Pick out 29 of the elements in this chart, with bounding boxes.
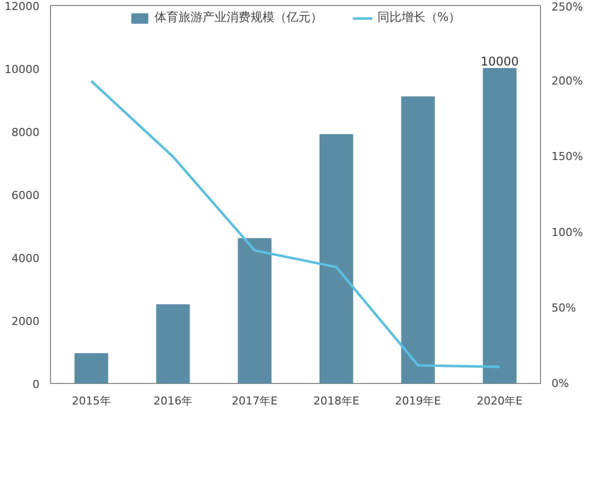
x-tick-label: 2016年 [154,394,193,408]
bar [401,96,435,384]
line-series [90,80,501,368]
bar [238,238,272,384]
x-tick-label: 2018年E [313,394,360,408]
bar [74,353,108,384]
bar [482,68,516,384]
y2-tick-label: 200% [552,74,583,88]
y-tick-label: 4000 [12,252,40,265]
y2-tick-label: 0% [552,377,569,390]
data-label: 10000 [480,54,519,68]
y2-tick-label: 150% [552,150,583,164]
legend-label: 同比增长（%） [377,9,461,26]
legend-label: 体育旅游产业消费规模（亿元） [154,9,322,26]
x-tick-label: 2015年 [72,394,111,408]
x-tick-label: 2020年E [476,394,523,408]
y-tick-label: 12000 [4,0,40,13]
y-tick-label: 2000 [12,315,40,328]
y2-tick-label: 250% [552,0,583,14]
y-tick-label: 8000 [12,126,40,139]
x-tick-label: 2017年E [232,394,278,408]
y2-tick-label: 100% [552,226,583,239]
x-tick-label: 2019年E [395,394,442,408]
bar [320,134,354,384]
y-tick-label: 0 [32,378,40,391]
y2-tick-label: 50% [552,301,576,314]
y-tick-label: 10000 [4,63,40,76]
y-tick-label: 6000 [12,189,40,202]
bar [156,304,190,384]
